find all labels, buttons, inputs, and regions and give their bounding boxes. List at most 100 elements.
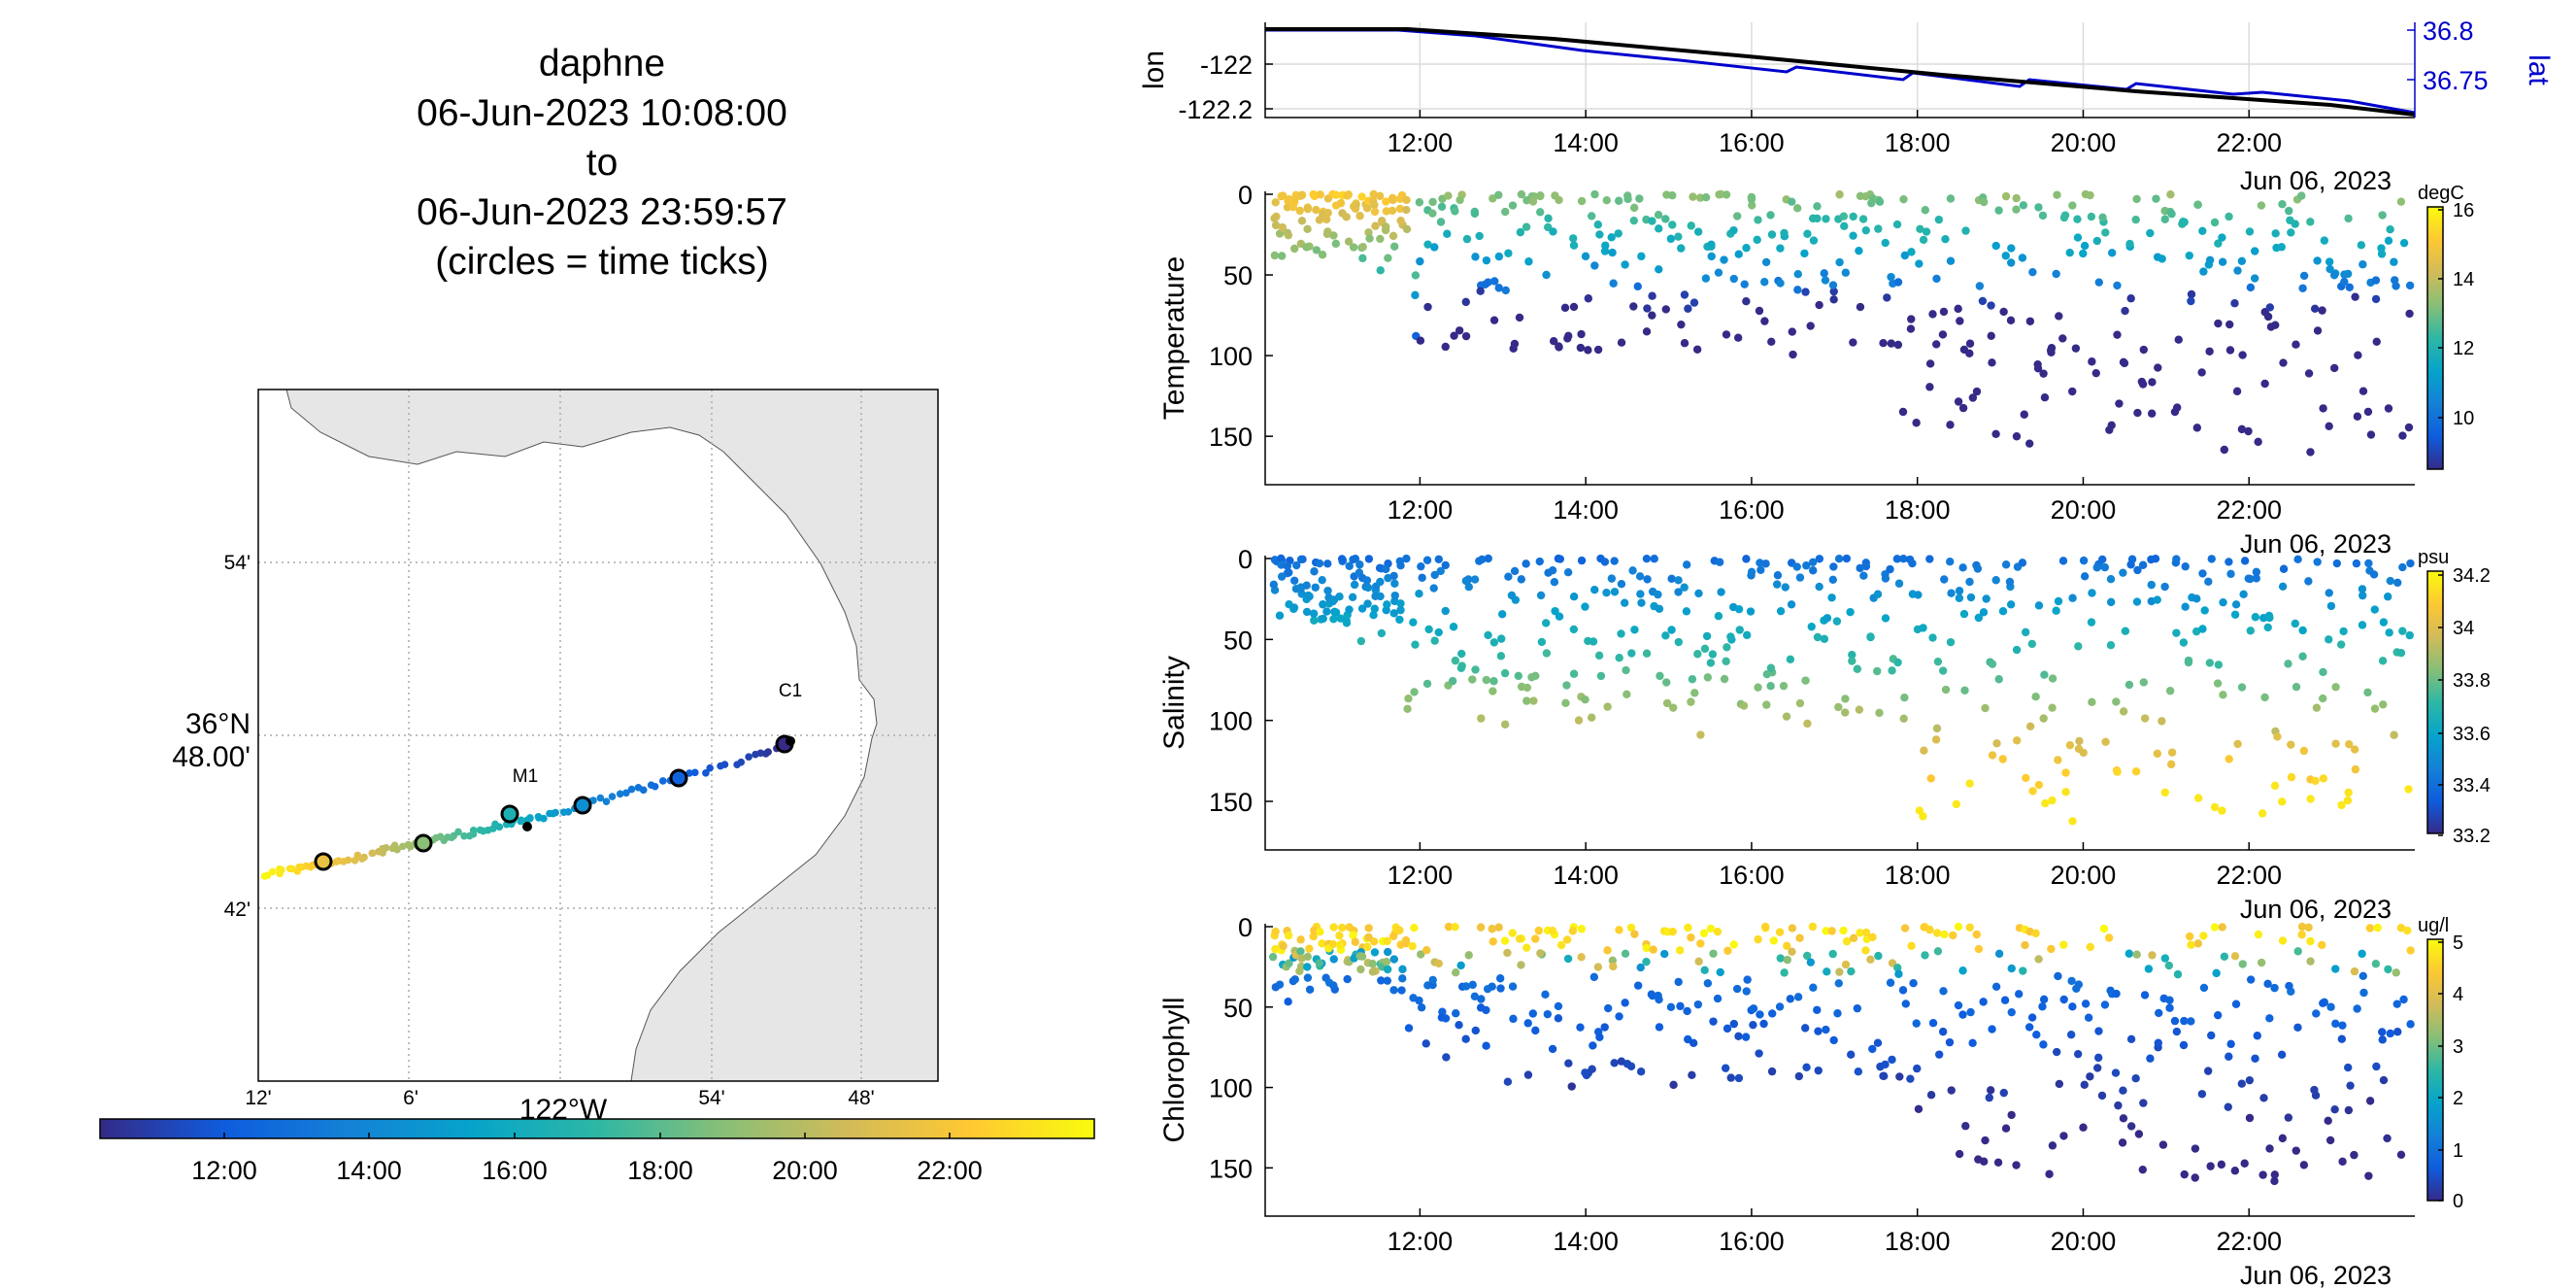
data-point [1328, 596, 1338, 606]
data-point [1549, 227, 1557, 236]
data-point [2106, 597, 2116, 607]
data-point [1617, 629, 1625, 638]
data-point [2001, 191, 2011, 201]
data-point [2012, 736, 2022, 745]
data-point [2007, 1110, 2016, 1120]
data-point [2359, 260, 2367, 269]
data-point [1780, 968, 1789, 977]
data-point [1450, 331, 1458, 340]
date-label: Jun 06, 2023 [2240, 1261, 2392, 1288]
data-point [2113, 330, 2122, 339]
data-point [1285, 959, 1293, 967]
track-point [476, 826, 485, 834]
data-point [2059, 1132, 2068, 1140]
data-point [2086, 942, 2095, 952]
data-point [1648, 311, 1656, 320]
data-point [2363, 688, 2372, 697]
data-point [2012, 205, 2021, 214]
data-point [1292, 560, 1301, 570]
data-point [1886, 564, 1894, 574]
data-point [1434, 555, 1443, 563]
data-point [1284, 196, 1292, 205]
data-point [1536, 949, 1545, 958]
data-point [1788, 947, 1796, 956]
data-point [2053, 190, 2061, 199]
time-colorbar [99, 1118, 1095, 1139]
data-point [1422, 1039, 1430, 1048]
data-point [1694, 957, 1703, 966]
data-point [1522, 943, 1531, 952]
data-point [1503, 948, 1512, 958]
data-point [2313, 326, 2323, 335]
data-point [2052, 606, 2060, 615]
data-point [2332, 559, 2342, 568]
data-point [2237, 683, 2247, 692]
data-point [1590, 585, 1599, 594]
data-point [1892, 555, 1902, 563]
track-point [546, 809, 553, 818]
data-point [1949, 931, 1957, 940]
data-point [1388, 932, 1398, 941]
data-point [1323, 208, 1332, 218]
data-point [1269, 580, 1279, 589]
data-point [1581, 602, 1589, 611]
data-point [2297, 922, 2307, 932]
data-point [1345, 561, 1354, 570]
data-point [2293, 947, 2302, 956]
data-point [1919, 812, 1927, 821]
data-point [2012, 1161, 2021, 1169]
data-point [2379, 1075, 2389, 1085]
data-point [1815, 582, 1823, 592]
data-point [2218, 233, 2226, 242]
data-point [1979, 998, 1988, 1006]
data-point [1482, 255, 1491, 265]
data-point [1734, 1032, 1743, 1041]
data-point [1355, 560, 1364, 569]
track-point [375, 847, 383, 856]
data-point [2366, 430, 2376, 439]
data-point [1508, 982, 1518, 991]
data-point [2263, 623, 2272, 632]
data-point [2353, 1004, 2361, 1013]
data-point [2098, 555, 2107, 564]
data-point [2119, 1086, 2127, 1095]
data-point [2213, 1010, 2223, 1020]
data-point [1489, 677, 1498, 686]
data-point [1958, 966, 1967, 975]
data-point [1723, 1024, 1732, 1034]
data-point [1600, 1023, 1609, 1032]
data-point [2165, 687, 2175, 695]
data-point [2285, 981, 2293, 991]
data-point [1375, 563, 1385, 572]
data-point [2100, 1000, 2110, 1009]
data-point [2140, 714, 2150, 723]
data-point [1296, 935, 1305, 944]
data-point [2245, 1113, 2255, 1123]
data-point [1615, 653, 1623, 662]
data-point [1357, 192, 1366, 201]
data-point [2048, 1141, 2057, 1150]
data-point [2343, 796, 2353, 805]
data-point [2167, 760, 2176, 769]
data-point [1714, 612, 1723, 621]
data-point [1707, 252, 1716, 261]
data-point [2024, 1023, 2034, 1032]
data-point [2119, 1114, 2128, 1123]
data-point [1776, 606, 1786, 616]
data-point [1303, 973, 1313, 982]
data-point [1635, 572, 1645, 581]
data-point [2287, 740, 2295, 749]
data-point [1766, 682, 1775, 691]
data-point [1428, 209, 1437, 218]
data-point [1395, 926, 1404, 934]
colorbar-tick-label: 34 [2453, 618, 2474, 639]
data-point [1305, 985, 1315, 994]
data-point [1342, 619, 1352, 627]
data-point [1329, 231, 1338, 240]
data-point [1988, 1025, 1996, 1034]
data-point [1504, 572, 1513, 581]
data-point [1677, 320, 1686, 329]
data-point [2101, 737, 2110, 747]
data-point [2259, 1094, 2268, 1102]
data-point [1614, 229, 1623, 238]
